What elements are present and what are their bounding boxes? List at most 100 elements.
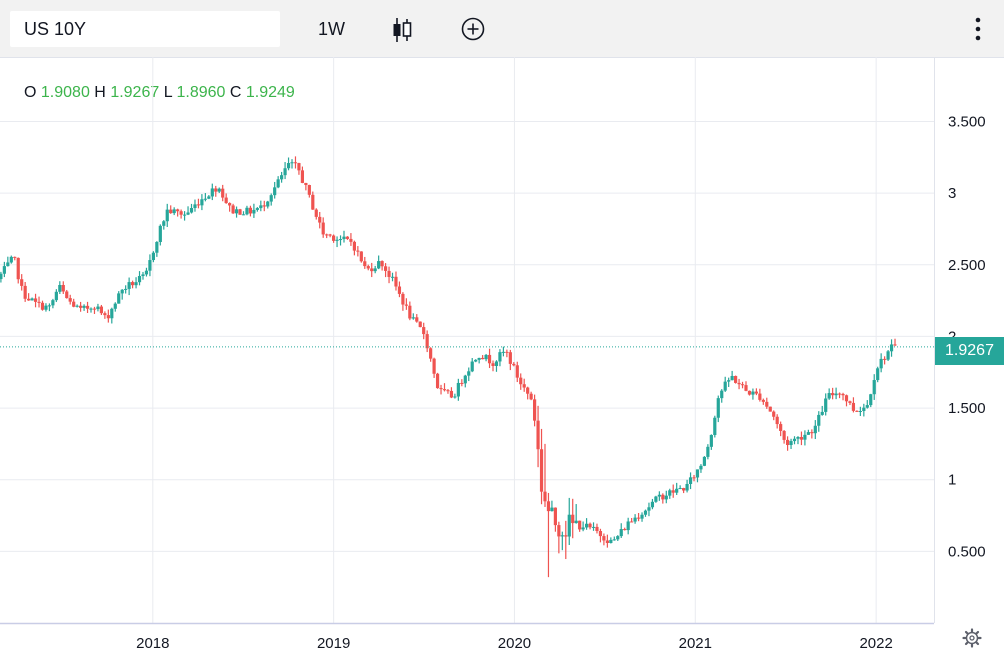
candle-body [193,204,197,209]
candle-body [754,391,758,394]
candle-body [151,252,155,261]
candle-body [668,490,672,496]
price-tick-label: 0.500 [948,543,986,560]
close-label: C [229,84,242,101]
time-tick-label: 2020 [498,635,531,652]
candle-body [158,225,162,242]
candle-body [137,276,142,283]
candle-body [612,539,616,541]
candle-body [640,514,644,519]
candle-body [453,396,457,398]
low-value: 1.8960 [176,84,226,101]
candle-body [761,399,765,402]
candle-body [99,306,104,314]
candle-body [657,494,661,497]
candle-body [626,521,630,531]
candle-body [709,434,713,447]
candle-body [477,357,481,360]
candle-body [439,388,443,390]
candle-body [328,234,332,236]
candle-body [817,414,821,426]
candle-body [633,517,637,522]
candle-body [813,425,817,434]
candle-body [623,529,627,531]
candle-body [27,298,31,301]
candle-body [879,358,883,369]
candle-body [789,441,793,446]
candle-body [713,417,717,435]
candle-body [65,291,69,299]
candle-series [0,156,897,578]
candle-body [571,514,575,524]
candle-body [883,358,887,360]
candle-body [325,234,329,236]
candle-body [16,257,20,280]
candle-body [654,496,658,502]
candle-body [54,291,58,301]
price-tick-label: 2.500 [948,257,986,274]
candle-body [602,536,606,541]
candle-body [293,162,298,164]
candle-body [442,389,447,391]
candle-body [792,438,797,442]
candle-body [595,526,599,532]
more-vertical-icon[interactable] [970,16,986,42]
candle-body [481,357,485,360]
candle-body [716,398,720,418]
candle-body [765,401,769,407]
gear-icon[interactable] [962,628,982,648]
candle-body [248,207,253,214]
candle-body [266,201,270,207]
candle-body [280,175,284,180]
candle-body [557,525,561,537]
candle-body [345,236,350,239]
candle-body [169,209,173,214]
candle-body [498,352,502,362]
candle-body [889,344,894,352]
candle-body [591,526,596,528]
candle-body [588,523,592,528]
candle-body [297,163,301,171]
candle-body [682,488,686,491]
chart-grid [0,57,934,623]
candlestick-icon[interactable] [391,17,413,43]
candle-body [862,407,866,412]
candle-body [460,382,464,384]
candle-body [103,313,107,316]
symbol-search-input[interactable]: US 10Y [10,11,280,47]
candle-body [463,375,467,384]
price-chart[interactable]: 0.500 1 1.500 2 2.500 3 3.500 2018 2019 2020 2021… [0,57,1004,659]
candle-body [664,495,668,500]
candle-body [616,536,620,540]
candle-body [217,188,221,192]
candle-body [751,391,755,395]
candle-body [255,208,259,210]
candle-body [893,344,897,346]
candle-body [841,393,845,396]
candle-body [349,238,353,242]
candle-body [605,540,609,544]
candle-body [685,483,689,491]
candle-body [13,256,17,258]
candle-body [553,507,557,526]
candle-body [33,298,38,302]
candle-body [290,162,294,164]
candle-body [44,305,48,310]
candle-body [501,351,506,353]
candle-body [470,361,474,372]
timeframe-button[interactable]: 1W [318,19,345,39]
price-axis-labels: 0.500 1 1.500 2 2.500 3 3.500 [948,113,986,560]
open-value: 1.9080 [40,84,90,101]
candle-body [678,488,682,490]
time-tick-label: 2022 [859,635,892,652]
candle-body [411,317,415,319]
add-compare-icon[interactable] [461,17,485,41]
candle-body [643,510,648,515]
candle-body [449,390,454,398]
candle-body [758,393,762,400]
candle-body [702,456,707,466]
candle-body [373,268,377,272]
candle-body [834,393,838,396]
candle-body [848,401,852,403]
candle-body [775,416,779,425]
